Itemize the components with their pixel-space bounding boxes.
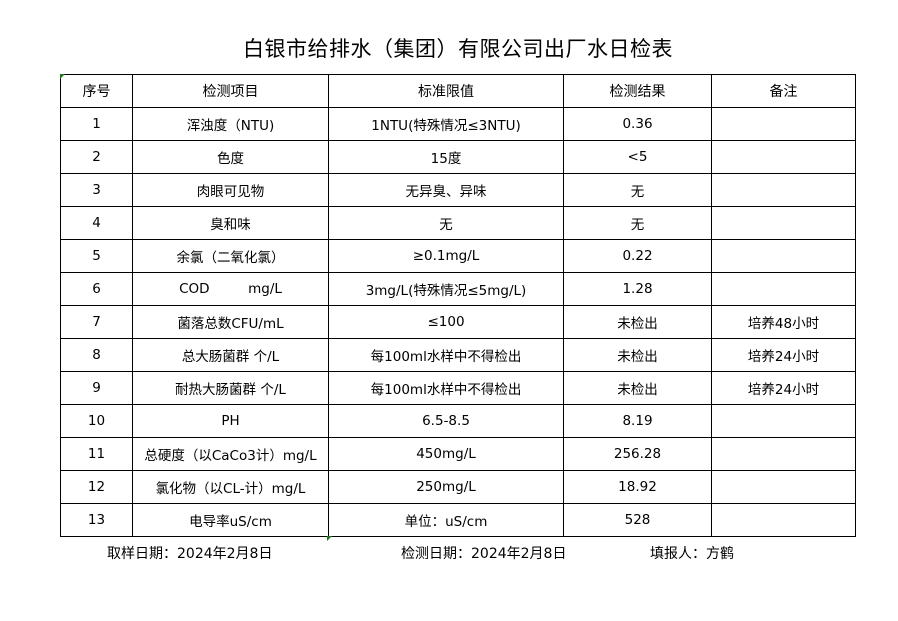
row-index: 2: [60, 140, 133, 174]
table-row: 5 余氯（二氧化氯） ≥0.1mg/L 0.22: [60, 239, 856, 273]
row-result: 未检出: [563, 305, 712, 339]
table-row: 1 浑浊度（NTU) 1NTU(特殊情况≤3NTU) 0.36: [60, 107, 856, 141]
row-result: <5: [563, 140, 712, 174]
row-index: 11: [60, 437, 133, 471]
row-result: 18.92: [563, 470, 712, 504]
row-standard: 450mg/L: [328, 437, 564, 471]
row-result: 528: [563, 503, 712, 537]
row-standard: 每100ml水样中不得检出: [328, 338, 564, 372]
row-index: 9: [60, 371, 133, 405]
table-row: 9 耐热大肠菌群 个/L 每100ml水样中不得检出 未检出 培养24小时: [60, 371, 856, 405]
row-standard: ≥0.1mg/L: [328, 239, 564, 273]
row-remark: 培养48小时: [711, 305, 856, 339]
table-row: 2 色度 15度 <5: [60, 140, 856, 174]
row-item: 浑浊度（NTU): [132, 107, 329, 141]
table-row: 6 COD mg/L 3mg/L(特殊情况≤5mg/L) 1.28: [60, 272, 856, 306]
row-item: COD mg/L: [132, 272, 329, 306]
row-index: 8: [60, 338, 133, 372]
row-remark: [711, 173, 856, 207]
row-remark: 培养24小时: [711, 371, 856, 405]
header-item: 检测项目: [132, 74, 329, 108]
row-result: 未检出: [563, 371, 712, 405]
row-standard: 6.5-8.5: [328, 404, 564, 438]
row-result: 256.28: [563, 437, 712, 471]
cell-marker-bottom: [327, 536, 332, 541]
table-row: 3 肉眼可见物 无异臭、异味无: [60, 173, 856, 207]
header-remark: 备注: [711, 74, 856, 108]
row-item: 色度: [132, 140, 329, 174]
row-remark: [711, 239, 856, 273]
row-index: 5: [60, 239, 133, 273]
row-item: 耐热大肠菌群 个/L: [132, 371, 329, 405]
row-standard: 15度: [328, 140, 564, 174]
row-result: 0.22: [563, 239, 712, 273]
row-standard: 1NTU(特殊情况≤3NTU): [328, 107, 564, 141]
table-row: 13 电导率uS/cm 单位：uS/cm 528: [60, 503, 856, 537]
row-result: 8.19: [563, 404, 712, 438]
test-date: 检测日期：2024年2月8日: [401, 546, 567, 562]
row-standard: 无: [328, 206, 564, 240]
table-row: 12 氯化物（以CL-计）mg/L 250mg/L 18.92: [60, 470, 856, 504]
row-remark: [711, 107, 856, 141]
row-remark: 培养24小时: [711, 338, 856, 372]
row-standard: 无异臭、异味: [328, 173, 564, 207]
header-standard: 标准限值: [328, 74, 564, 108]
reporter: 填报人：方鹤: [650, 546, 734, 562]
row-item: 菌落总数CFU/mL: [132, 305, 329, 339]
header-result: 检测结果: [563, 74, 712, 108]
row-result: 无: [563, 206, 712, 240]
row-standard: 每100ml水样中不得检出: [328, 371, 564, 405]
row-remark: [711, 206, 856, 240]
row-result: 未检出: [563, 338, 712, 372]
table-row: 11 总硬度（以CaCo3计）mg/L 450mg/L 256.28: [60, 437, 856, 471]
row-remark: [711, 437, 856, 471]
sampling-date: 取样日期：2024年2月8日: [107, 546, 273, 562]
table-row: 10 PH 6.5-8.5 8.19: [60, 404, 856, 438]
page-title: 白银市给排水（集团）有限公司出厂水日检表: [243, 37, 673, 61]
table-row: 7 菌落总数CFU/mL ≤100 未检出 培养48小时: [60, 305, 856, 339]
row-remark: [711, 140, 856, 174]
row-standard: 单位：uS/cm: [328, 503, 564, 537]
row-item: 总硬度（以CaCo3计）mg/L: [132, 437, 329, 471]
row-item: 余氯（二氧化氯）: [132, 239, 329, 273]
row-item: 肉眼可见物: [132, 173, 329, 207]
table-row: 8 总大肠菌群 个/L 每100ml水样中不得检出 未检出 培养24小时: [60, 338, 856, 372]
table-row: 4 臭和味无无: [60, 206, 856, 240]
row-index: 13: [60, 503, 133, 537]
row-standard: 3mg/L(特殊情况≤5mg/L): [328, 272, 564, 306]
row-item: 臭和味: [132, 206, 329, 240]
row-result: 0.36: [563, 107, 712, 141]
row-standard: 250mg/L: [328, 470, 564, 504]
header-index: 序号: [60, 74, 133, 108]
table-header-row: 序号 检测项目 标准限值 检测结果 备注: [60, 74, 856, 108]
row-result: 1.28: [563, 272, 712, 306]
row-item: 氯化物（以CL-计）mg/L: [132, 470, 329, 504]
inspection-table: 序号 检测项目 标准限值 检测结果 备注 1 浑浊度（NTU) 1NTU(特殊情况≤…: [60, 74, 856, 537]
cell-marker-top: [60, 74, 65, 79]
row-remark: [711, 272, 856, 306]
row-item: PH: [132, 404, 329, 438]
row-index: 1: [60, 107, 133, 141]
row-remark: [711, 503, 856, 537]
row-remark: [711, 470, 856, 504]
row-remark: [711, 404, 856, 438]
row-index: 4: [60, 206, 133, 240]
row-item: 总大肠菌群 个/L: [132, 338, 329, 372]
row-index: 7: [60, 305, 133, 339]
row-result: 无: [563, 173, 712, 207]
row-item: 电导率uS/cm: [132, 503, 329, 537]
row-index: 12: [60, 470, 133, 504]
row-standard: ≤100: [328, 305, 564, 339]
row-index: 3: [60, 173, 133, 207]
row-index: 6: [60, 272, 133, 306]
row-index: 10: [60, 404, 133, 438]
